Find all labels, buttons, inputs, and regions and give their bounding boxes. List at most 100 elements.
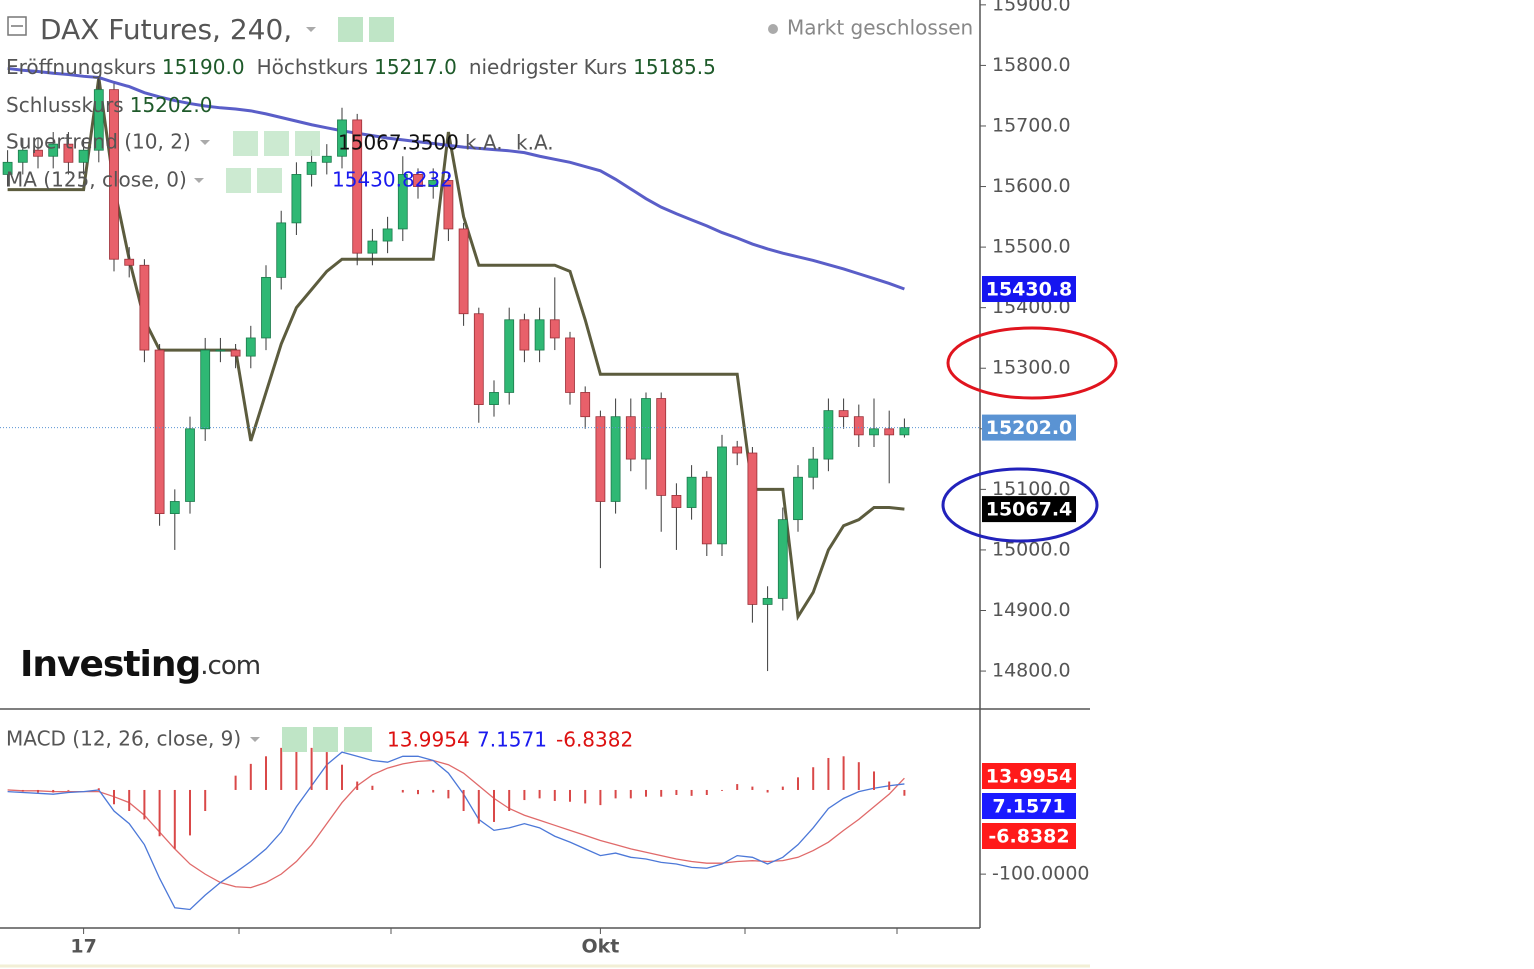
legend-layer: DAX Futures, 240, Markt geschlossen Inve…: [6, 13, 1118, 752]
collapse-button[interactable]: [7, 16, 27, 36]
axes: 14800.014900.015000.015100.015200.015300…: [0, 0, 1090, 968]
candle-body: [504, 319, 515, 393]
candle-body: [291, 174, 302, 224]
candle-body: [823, 410, 834, 460]
logo-suffix: .com: [200, 651, 260, 681]
settings-button[interactable]: [313, 727, 338, 752]
candle-body: [625, 416, 636, 460]
macd-line: [7, 751, 905, 911]
dropdown-arrow[interactable]: [194, 178, 204, 183]
legend-text: 15185.5: [633, 55, 716, 79]
remove-button[interactable]: [344, 727, 372, 752]
visibility-button[interactable]: [233, 131, 258, 156]
candle-body: [93, 89, 104, 151]
y-tick-label: 15600.0: [992, 175, 1071, 197]
market-status: Markt geschlossen: [787, 16, 973, 40]
settings-button[interactable]: [264, 131, 289, 156]
visibility-button[interactable]: [282, 727, 307, 752]
value-badge: [982, 793, 1076, 819]
price-badge-label: 15202.0: [986, 417, 1073, 439]
logo-main: Investing: [20, 644, 200, 685]
candle-body: [215, 349, 226, 352]
indicator-name: Supertrend (10, 2): [6, 130, 191, 154]
candle-body: [717, 446, 727, 545]
candle-body: [610, 416, 621, 502]
legend-text: 15217.0: [374, 55, 457, 79]
candle-body: [352, 119, 363, 254]
candle-body: [686, 476, 697, 508]
candle-body: [869, 428, 879, 436]
y-tick-label: 15700.0: [992, 114, 1071, 136]
chart-title: DAX Futures, 240,: [40, 13, 292, 46]
macd-pane: [7, 747, 906, 911]
settings-button[interactable]: [257, 168, 282, 193]
visibility-button[interactable]: [338, 17, 363, 42]
candle-body: [245, 337, 256, 357]
y-tick-label: 15900.0: [992, 0, 1071, 15]
candle-body: [321, 155, 332, 163]
candle-body: [519, 319, 530, 351]
settings-button[interactable]: [369, 17, 394, 42]
dropdown-arrow[interactable]: [200, 140, 210, 145]
candle-body: [306, 161, 317, 175]
value-badge-label: 13.9954: [986, 766, 1073, 788]
candle-body: [276, 222, 287, 278]
candle-body: [48, 143, 59, 157]
candle-body: [337, 119, 347, 157]
candle-body: [200, 349, 211, 430]
candle-body: [489, 392, 499, 405]
dropdown-arrow[interactable]: [306, 27, 316, 32]
candle-body: [853, 416, 864, 436]
candle-body: [428, 180, 439, 187]
legend-text: Schlusskurs: [6, 93, 124, 117]
candle-body: [549, 319, 560, 339]
candle-body: [595, 416, 606, 502]
candle-body: [808, 458, 819, 478]
candle-body: [185, 428, 195, 502]
y-tick-label: 15100.0: [992, 478, 1071, 500]
price-badge: [982, 276, 1076, 303]
candle-body: [777, 519, 788, 599]
plot-area: [0, 66, 980, 911]
y-tick-label: 14900.0: [992, 599, 1071, 621]
price-badge: [982, 414, 1076, 441]
candle-body: [762, 597, 773, 605]
price-badge: [982, 496, 1076, 523]
legend-text: Eröffnungskurs: [6, 55, 156, 79]
candle-body: [230, 349, 241, 357]
value-badge: [982, 763, 1076, 789]
candle-body: [109, 89, 119, 260]
indicator-value: k.A.: [465, 131, 503, 155]
candle-body: [656, 398, 667, 496]
candle-body: [701, 476, 712, 545]
value-badge: [982, 823, 1076, 849]
highlight-circle: [941, 467, 1099, 543]
indicator-value: 13.9954: [387, 728, 470, 752]
y-tick-label: 15800.0: [992, 54, 1071, 76]
candle-body: [367, 240, 378, 254]
indicator-value: -6.8382: [556, 728, 633, 752]
indicator-name: MACD (12, 26, close, 9): [6, 727, 241, 751]
candle-body: [154, 349, 165, 514]
indicator-name: MA (125, close, 0): [6, 168, 187, 192]
dropdown-arrow[interactable]: [250, 737, 260, 742]
value-badge-label: -6.8382: [988, 826, 1069, 848]
status-dot: [768, 24, 778, 34]
candle-body: [33, 149, 43, 157]
candle-body: [580, 392, 591, 418]
visibility-button[interactable]: [226, 168, 251, 193]
candle-body: [565, 337, 575, 393]
indicator-value: k.A.: [516, 131, 554, 155]
candle-body: [78, 149, 89, 163]
candle-body: [641, 398, 651, 460]
candle-body: [413, 174, 423, 187]
candle-body: [139, 264, 150, 351]
candle-body: [397, 174, 408, 230]
candle-body: [124, 258, 135, 266]
price-badge-label: 15430.8: [986, 279, 1073, 301]
candle-body: [732, 446, 743, 454]
x-tick-label: 17: [70, 936, 96, 958]
remove-button[interactable]: [295, 131, 320, 156]
